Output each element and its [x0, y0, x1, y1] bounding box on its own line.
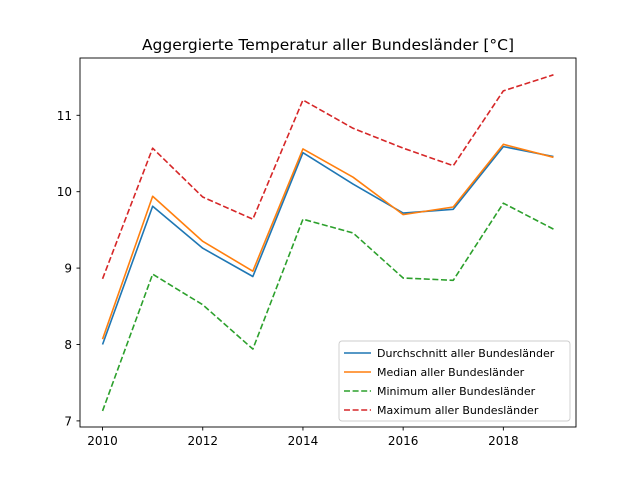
legend-label-2: Minimum aller Bundesländer	[377, 385, 536, 398]
x-axis: 2010 2012 2014 2016 2018	[87, 427, 519, 448]
legend-label-1: Median aller Bundesländer	[377, 366, 525, 379]
series-line-0	[101, 145, 554, 345]
legend-box	[338, 340, 571, 422]
series-line-2	[101, 202, 554, 412]
plot-frame	[79, 57, 577, 428]
legend-label-0: Durchschnitt aller Bundesländer	[377, 347, 555, 360]
x-tick-label-4: 2018	[488, 434, 519, 448]
y-axis: 7 8 9 10 11	[57, 109, 80, 428]
legend-label-3: Maximum aller Bundesländer	[377, 404, 539, 417]
series-line-1	[101, 143, 554, 340]
series-layer	[101, 74, 554, 412]
x-tick-label-3: 2016	[388, 434, 419, 448]
y-tick-label-2: 9	[64, 262, 72, 276]
y-tick-label-4: 11	[57, 109, 72, 123]
x-tick-label-0: 2010	[87, 434, 118, 448]
y-tick-label-3: 10	[57, 185, 72, 199]
series-line-3	[101, 74, 554, 280]
x-tick-label-2: 2014	[288, 434, 319, 448]
chart-title: Aggergierte Temperatur aller Bundeslände…	[142, 36, 514, 54]
y-tick-label-1: 8	[64, 338, 72, 352]
x-tick-label-1: 2012	[187, 434, 218, 448]
legend: Durchschnitt aller Bundesländer Median al…	[338, 340, 571, 422]
y-tick-label-0: 7	[64, 414, 72, 428]
